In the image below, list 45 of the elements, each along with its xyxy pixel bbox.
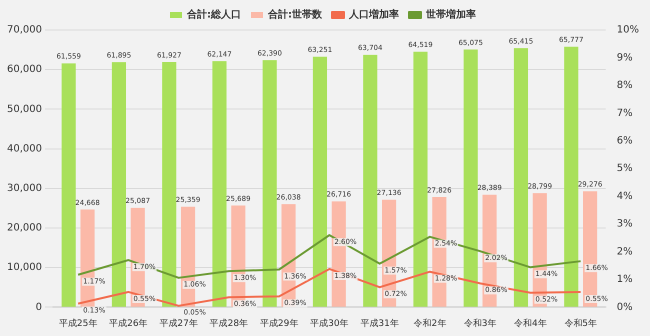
y-tick-label: 40,000 <box>6 143 42 154</box>
y-tick-label: 50,000 <box>6 104 42 115</box>
legend-label: 人口増加率 <box>348 8 399 21</box>
y2-tick-label: 9% <box>616 52 633 64</box>
bar <box>464 50 478 307</box>
bar <box>62 63 76 307</box>
y-tick-label: 10,000 <box>6 262 42 274</box>
bar <box>162 62 176 307</box>
legend-label: 合計:総人口 <box>186 8 241 21</box>
y2-tick-label: 5% <box>616 163 633 174</box>
x-tick-label: 平成27年 <box>159 318 198 329</box>
x-tick-label: 平成31年 <box>360 318 399 329</box>
bar <box>312 56 328 307</box>
x-tick-label: 平成30年 <box>310 318 349 329</box>
legend-label: 合計:世帯数 <box>267 8 323 21</box>
x-tick-label: 平成26年 <box>109 318 148 329</box>
bar <box>413 52 428 307</box>
x-tick-label: 令和2年 <box>414 318 446 329</box>
x-tick-label: 平成25年 <box>58 318 98 329</box>
bar <box>363 54 378 307</box>
y2-tick-label: 4% <box>616 190 633 202</box>
y2-tick-label: 8% <box>616 80 633 92</box>
y2-tick-label: 10% <box>616 24 640 36</box>
y2-tick-label: 1% <box>616 274 633 286</box>
y-tick-label: 0 <box>36 302 42 313</box>
x-tick-label: 平成28年 <box>210 318 248 329</box>
y2-tick-label: 2% <box>616 246 633 258</box>
x-tick-label: 平成29年 <box>260 318 298 329</box>
y-tick-label: 30,000 <box>6 182 42 194</box>
bar <box>112 62 126 307</box>
x-tick-label: 令和3年 <box>464 318 497 329</box>
bar <box>564 46 578 307</box>
bar <box>262 60 277 307</box>
y-tick-label: 20,000 <box>6 222 42 234</box>
y-tick-label: 60,000 <box>6 64 42 76</box>
bar <box>212 61 227 307</box>
legend-label: 世帯増加率 <box>425 8 476 21</box>
bar <box>514 48 528 307</box>
y-tick-label: 70,000 <box>6 24 42 36</box>
x-tick-label: 令和4年 <box>514 318 547 329</box>
y2-tick-label: 3% <box>616 218 633 230</box>
y2-tick-label: 7% <box>616 108 633 119</box>
x-tick-label: 令和5年 <box>564 318 598 329</box>
y2-tick-label: 0% <box>616 302 633 313</box>
y2-tick-label: 6% <box>616 135 633 146</box>
